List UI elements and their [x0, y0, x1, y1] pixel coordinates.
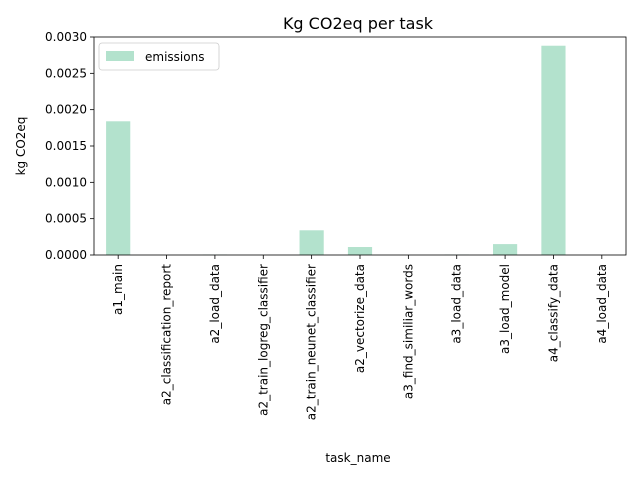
x-tick-label: a2_train_neunet_classifier — [305, 264, 319, 420]
y-ticks-group: 0.0000 0.0005 0.0010 0.0015 0.0020 0.0025 0.00… — [45, 30, 94, 262]
x-tick-label: a2_classification_report — [160, 264, 174, 406]
legend-box — [98, 42, 220, 71]
y-axis-label: kg CO2eq — [14, 117, 28, 176]
y-tick-label: 0.0020 — [45, 103, 87, 117]
x-tick-label: a3_load_model — [498, 264, 512, 354]
x-axis-label: task_name — [325, 451, 390, 465]
y-tick-label: 0.0025 — [45, 66, 87, 80]
x-tick-label: a2_train_logreg_classifier — [256, 264, 270, 416]
bar-a1_main — [106, 121, 131, 255]
x-tick-label: a4_load_data — [595, 264, 609, 344]
legend: emissions — [98, 42, 220, 71]
y-tick-label: 0.0000 — [45, 248, 87, 262]
x-tick-label: a3_load_data — [450, 264, 464, 344]
x-tick-label: a2_vectorize_data — [353, 264, 367, 373]
x-ticks-group: a1_main a2_classification_report a2_load_d… — [111, 255, 609, 420]
bars-group — [106, 45, 566, 255]
bar-a4_classify_data — [541, 45, 566, 255]
legend-label-emissions: emissions — [145, 50, 204, 64]
y-tick-label: 0.0005 — [45, 212, 87, 226]
bar-a2_train_neunet_classifier — [299, 230, 324, 255]
y-tick-label: 0.0015 — [45, 139, 87, 153]
x-tick-label: a2_load_data — [208, 264, 222, 344]
bar-a3_load_model — [493, 244, 518, 255]
chart-title: Kg CO2eq per task — [283, 14, 434, 33]
x-tick-label: a3_find_similiar_words — [401, 264, 415, 399]
y-tick-label: 0.0030 — [45, 30, 87, 44]
plot-frame — [93, 36, 627, 256]
legend-swatch-emissions — [106, 51, 134, 61]
x-tick-label: a4_classify_data — [546, 264, 560, 362]
x-tick-label: a1_main — [111, 264, 125, 315]
y-tick-label: 0.0010 — [45, 175, 87, 189]
bar-a2_vectorize_data — [347, 247, 373, 255]
